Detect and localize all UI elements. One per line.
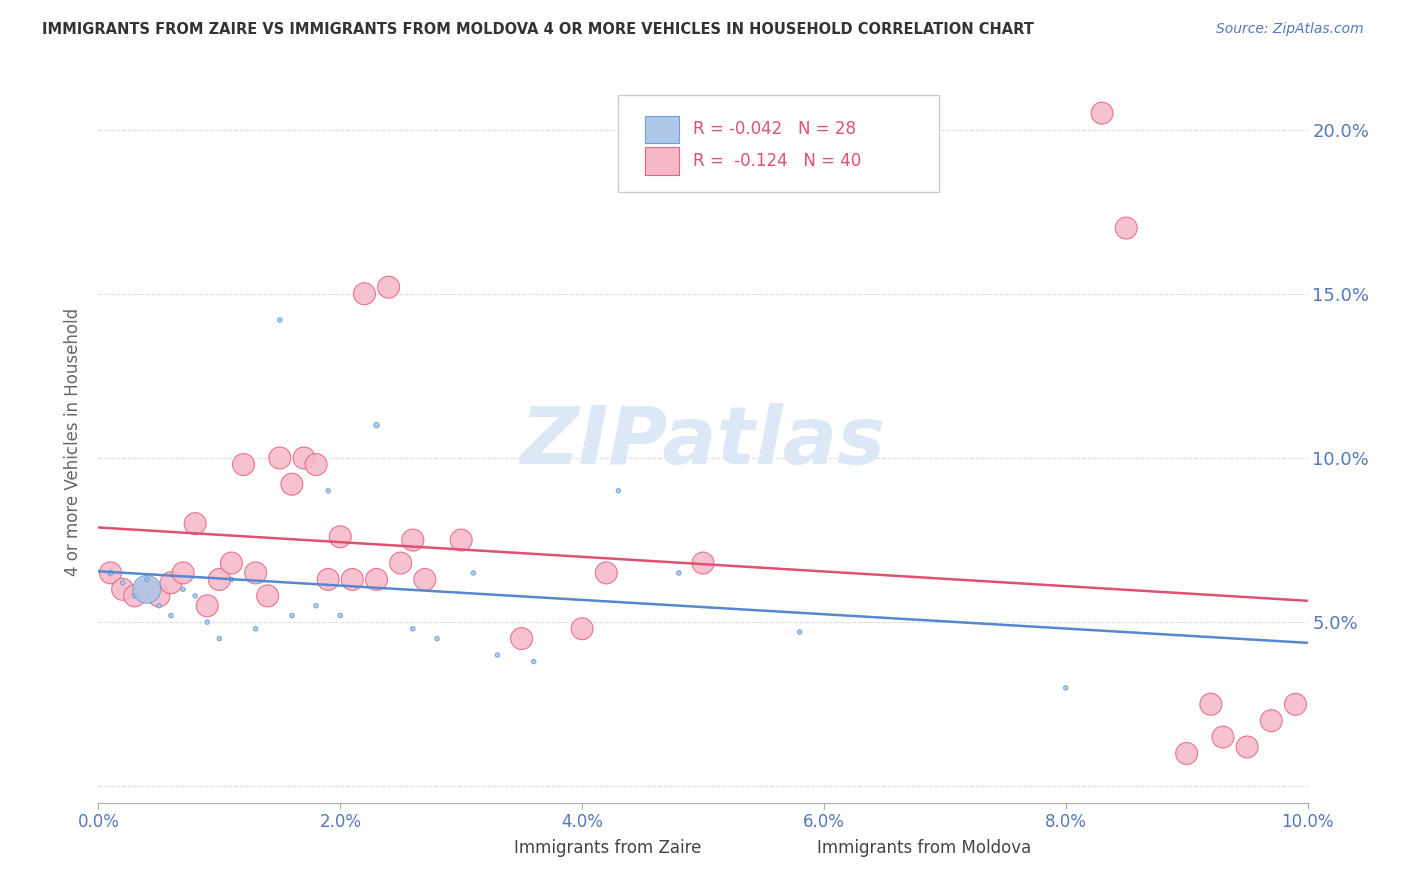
Point [245,566,267,580]
Point [305,599,328,613]
Point [195,599,218,613]
Point [135,582,157,597]
Point [1212,730,1234,744]
Point [100,566,122,580]
Point [281,477,304,491]
Point [413,573,436,587]
Point [450,533,472,547]
Point [232,458,254,472]
Point [668,566,690,580]
Text: R = -0.042   N = 28: R = -0.042 N = 28 [693,120,856,138]
Point [195,615,218,630]
Point [135,573,157,587]
Point [160,608,183,623]
Point [789,625,811,640]
Point [208,573,231,587]
Point [692,556,714,570]
Point [124,589,146,603]
Text: Source: ZipAtlas.com: Source: ZipAtlas.com [1216,22,1364,37]
Point [366,573,388,587]
Point [523,655,546,669]
Point [269,313,291,327]
Point [1091,106,1114,120]
Point [571,622,593,636]
Point [510,632,533,646]
Point [269,450,291,465]
Point [160,575,183,590]
Text: IMMIGRANTS FROM ZAIRE VS IMMIGRANTS FROM MOLDOVA 4 OR MORE VEHICLES IN HOUSEHOLD: IMMIGRANTS FROM ZAIRE VS IMMIGRANTS FROM… [42,22,1033,37]
Text: Immigrants from Moldova: Immigrants from Moldova [817,838,1031,856]
Point [1115,221,1137,235]
Point [111,575,134,590]
Bar [645,147,679,175]
Bar [776,837,803,858]
Point [184,516,207,531]
Point [148,599,170,613]
Point [316,483,339,498]
Point [172,566,194,580]
Point [292,450,315,465]
Point [486,648,509,662]
Point [148,589,170,603]
Text: R =  -0.124   N = 40: R = -0.124 N = 40 [693,153,862,170]
Bar [474,837,501,858]
Point [353,286,375,301]
Point [389,556,412,570]
Point [281,608,304,623]
Y-axis label: 4 or more Vehicles in Household: 4 or more Vehicles in Household [65,308,83,575]
Point [402,533,425,547]
Point [221,573,243,587]
Point [1175,747,1198,761]
Point [316,573,339,587]
Point [135,582,157,597]
Point [1284,698,1306,712]
Point [329,530,352,544]
Point [366,418,388,433]
Point [184,589,207,603]
Bar [645,116,679,143]
Point [111,582,134,597]
Point [402,622,425,636]
Point [595,566,617,580]
Point [1236,739,1258,754]
Point [342,573,364,587]
Point [100,566,122,580]
Text: Immigrants from Zaire: Immigrants from Zaire [515,838,702,856]
Point [463,566,485,580]
Point [1260,714,1282,728]
Point [221,556,243,570]
Point [208,632,231,646]
Point [256,589,278,603]
Point [607,483,630,498]
Point [377,280,399,294]
Point [329,608,352,623]
Point [426,632,449,646]
Point [245,622,267,636]
Text: ZIPatlas: ZIPatlas [520,402,886,481]
Point [172,582,194,597]
Point [305,458,328,472]
Point [124,589,146,603]
Point [1054,681,1077,695]
FancyBboxPatch shape [619,95,939,193]
Point [1199,698,1222,712]
